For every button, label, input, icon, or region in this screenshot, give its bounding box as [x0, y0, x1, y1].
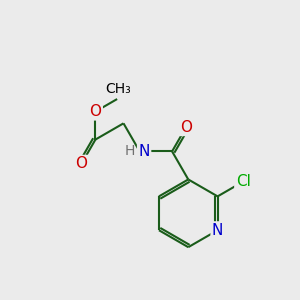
Text: N: N — [212, 223, 223, 238]
Text: H: H — [124, 144, 135, 158]
Text: O: O — [180, 120, 192, 135]
Text: O: O — [89, 104, 101, 119]
Text: N: N — [138, 144, 150, 159]
Text: Cl: Cl — [236, 174, 250, 189]
Text: O: O — [76, 156, 88, 171]
Text: CH₃: CH₃ — [105, 82, 130, 96]
